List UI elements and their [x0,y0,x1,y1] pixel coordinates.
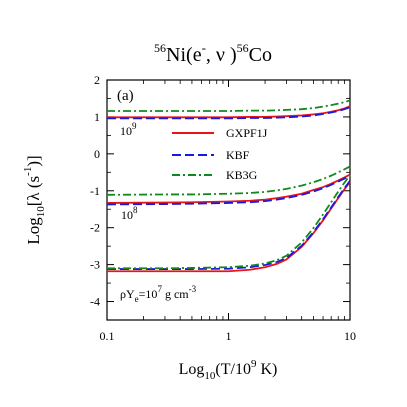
curve-kbf-1e9 [107,106,351,120]
xlabel-base: Log [179,361,205,378]
y-tick-label: -2 [90,221,100,235]
density-1e7-units-exponent: -3 [189,284,197,294]
title-mid: , ν ) [206,44,237,66]
xlabel-superscript: 9 [251,358,257,370]
curve-kb3g-1e9 [107,99,351,112]
ylabel-rest2: )] [24,155,43,166]
density-label-1e7: ρYe=107 g cm-3 [120,284,197,304]
ylabel-rest1: [λ (s [24,176,43,206]
y-axis-label: Log10[λ (s-1)] [22,155,47,244]
legend-label-gxpf1j: GXPF1J [226,126,268,140]
axis-tick-labels: 0.1 1 10 -4 -3 -2 -1 0 1 2 [90,73,356,343]
density-1e7-e-subscript: e [135,294,139,304]
density-1e9-base: 10 [120,124,132,138]
ylabel-superscript: -1 [22,167,34,176]
curve-kbf-1e8 [106,174,351,206]
title-pre-superscript: 56 [154,41,166,55]
y-tick-label: -4 [90,295,100,309]
title-pre2-superscript: 56 [237,41,249,55]
xlabel-rest2: K) [256,361,277,378]
curve-kb3g-1e8 [106,165,351,196]
density-label-1e8: 108 [121,205,138,222]
density-label-1e9: 109 [120,121,137,138]
curve-kbf-1e7 [107,180,351,270]
y-tick-label: 2 [94,73,100,87]
density-1e8-exponent: 8 [133,205,138,215]
legend: GXPF1J KBF KB3G [172,126,268,182]
x-tick-label: 10 [344,329,356,343]
axis-ticks [106,79,351,321]
ylabel-base: Log [24,217,43,245]
density-1e7-exponent: 7 [157,284,162,294]
density-1e7-rho-ye: ρY [120,287,135,301]
legend-label-kbf: KBF [226,148,250,162]
curve-gxpf1j-1e8 [106,173,351,204]
density-1e9-exponent: 9 [132,121,137,131]
curve-kb3g-1e7 [107,174,351,270]
density-1e7-units: g cm [162,287,189,301]
title-main: Ni(e [166,44,202,66]
density-1e8-base: 10 [121,208,133,222]
x-axis-label: Log10(T/109 K) [179,358,278,382]
x-tick-label: 0.1 [100,329,115,343]
plot-frame [106,79,351,321]
title-end: Co [249,44,272,66]
curve-gxpf1j-1e7 [107,181,351,273]
ylabel-subscript: 10 [35,206,47,218]
chart-title: 56Ni(e-, ν )56Co [154,40,272,66]
y-tick-label: -3 [90,258,100,272]
legend-label-kb3g: KB3G [226,168,258,182]
y-tick-label: -1 [90,184,100,198]
xlabel-rest1: (T/10 [215,361,251,378]
title-minus-superscript: - [202,40,206,55]
panel-label: (a) [117,88,134,104]
xlabel-subscript: 10 [204,370,216,382]
data-curves [106,99,351,273]
y-tick-label: 1 [94,110,100,124]
y-tick-label: 0 [94,147,100,161]
x-tick-label: 1 [226,329,232,343]
density-1e7-equals: =10 [139,287,158,301]
